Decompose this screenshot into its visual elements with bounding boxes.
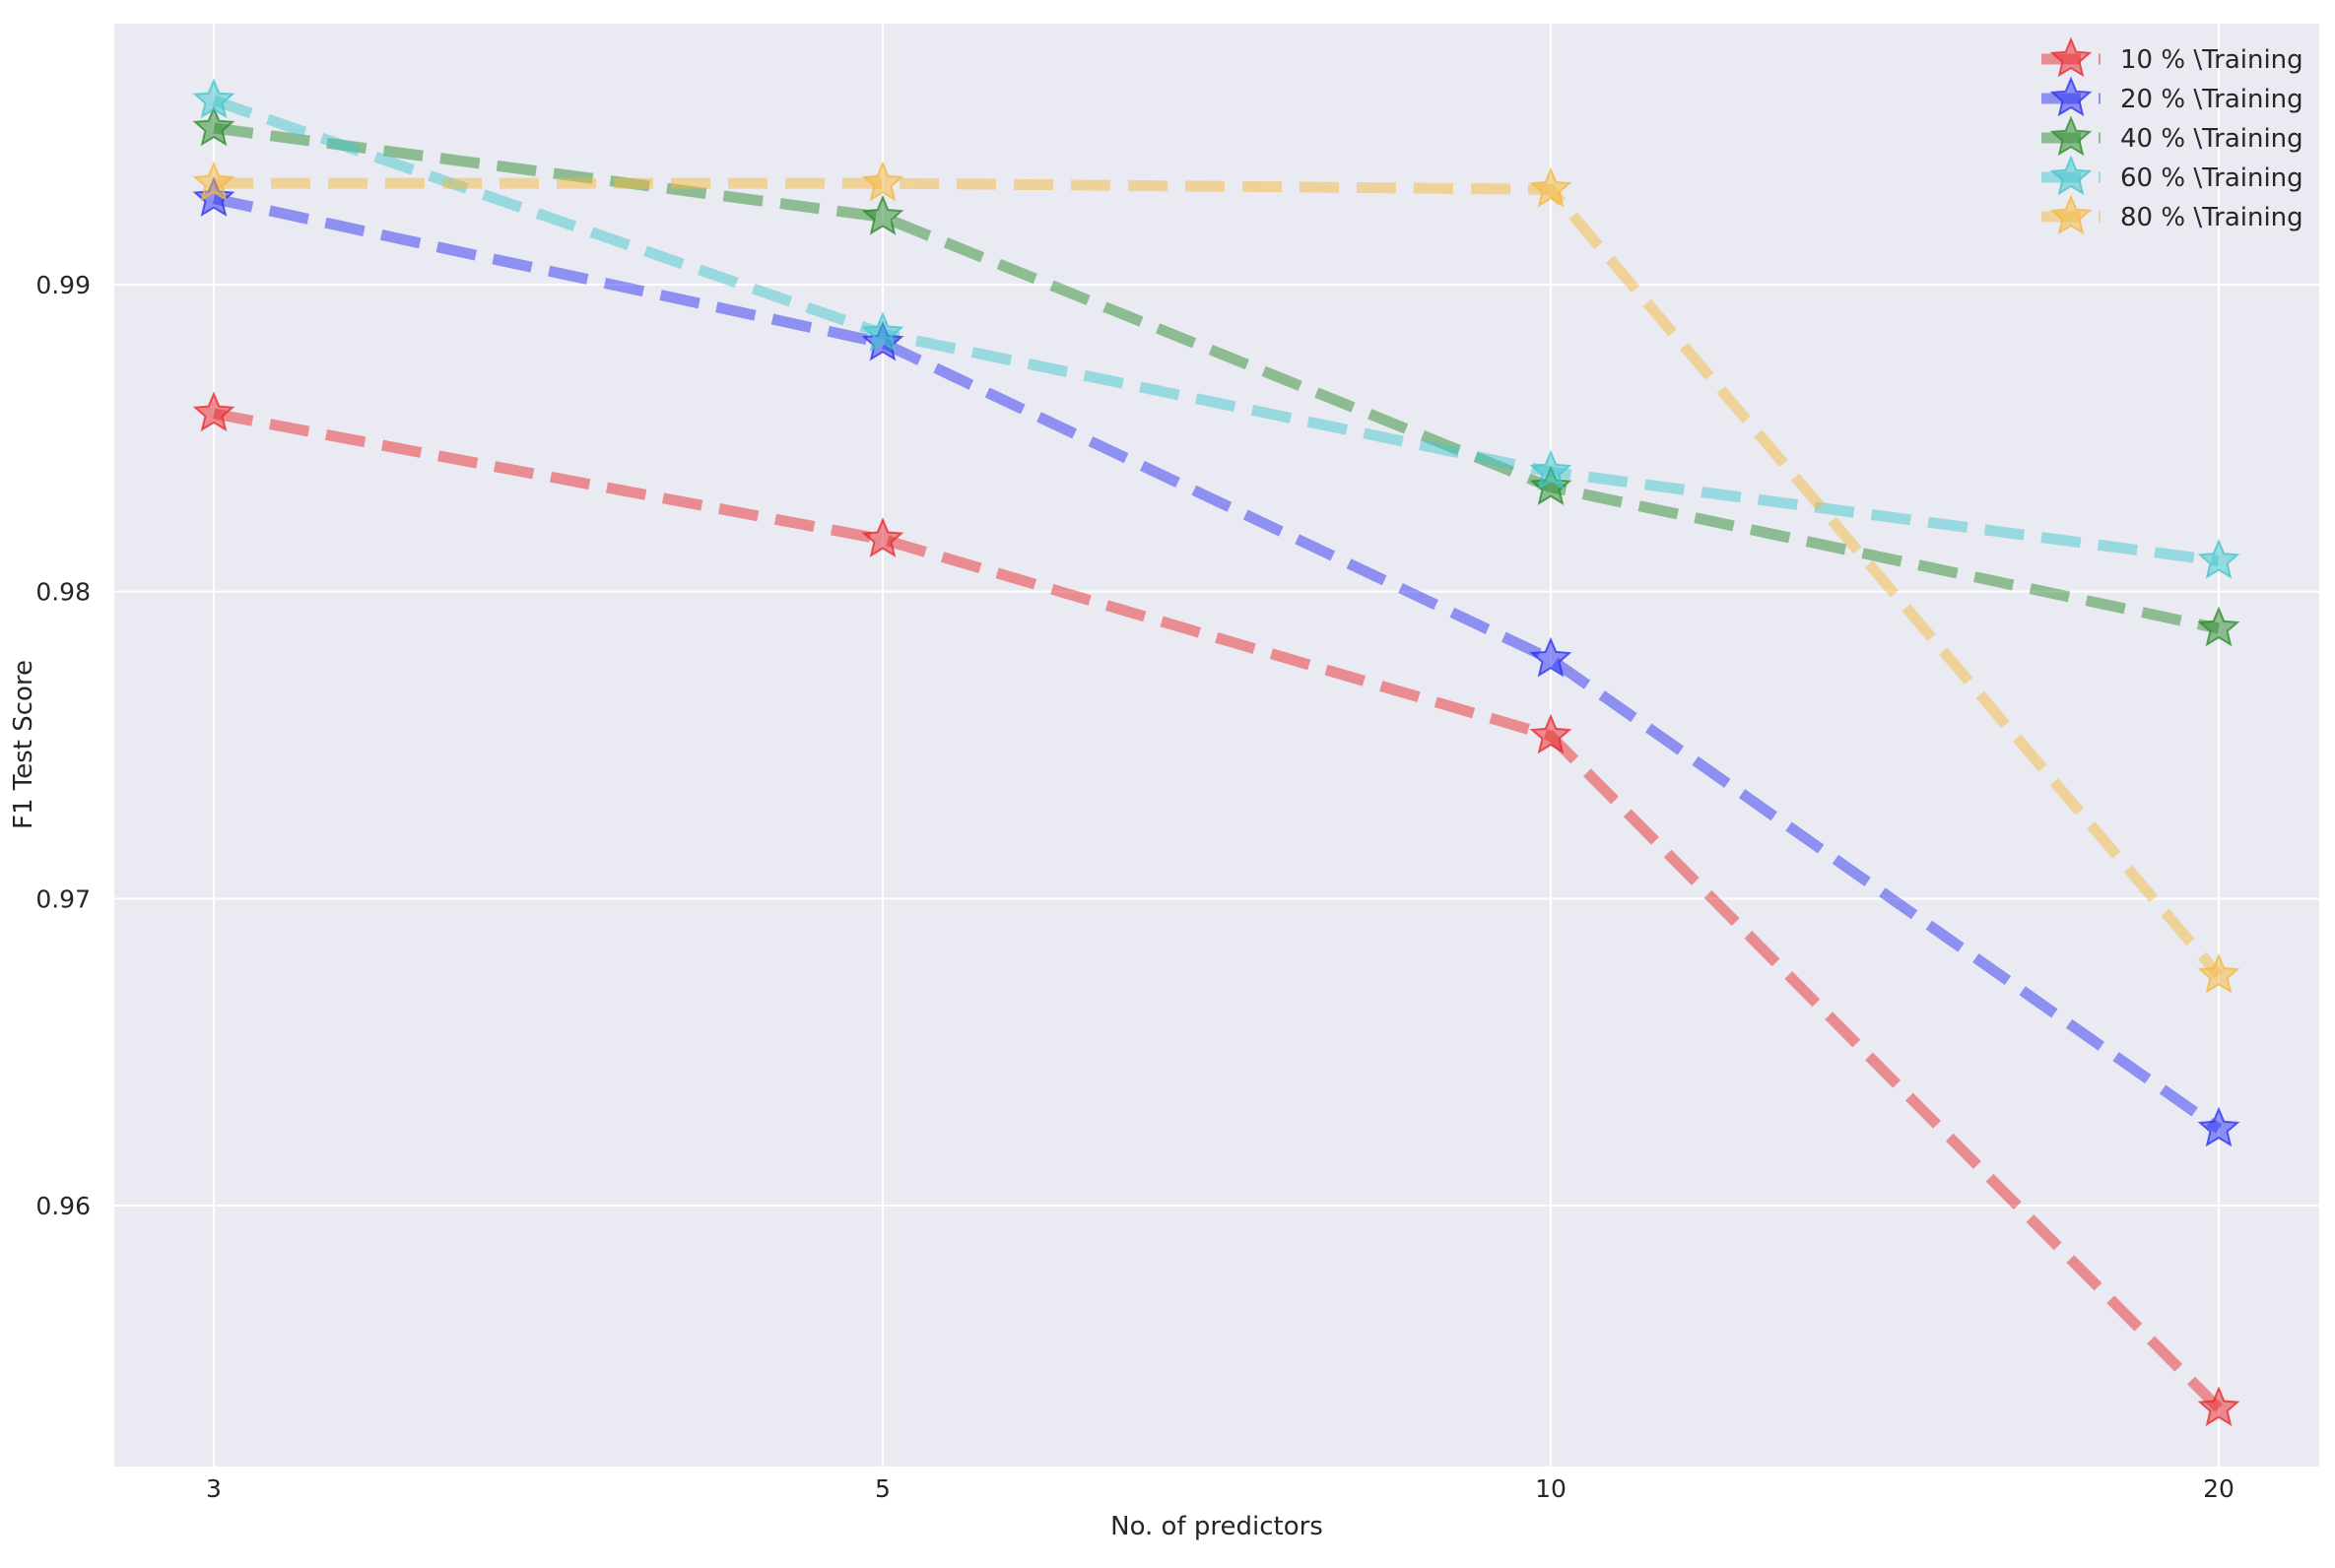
data-point-marker <box>861 311 904 353</box>
legend-marker <box>2049 115 2093 157</box>
data-point-marker <box>1529 449 1572 490</box>
series-markers <box>192 78 2240 1427</box>
y-tick-label: 0.98 <box>35 578 91 607</box>
y-tick-label: 0.96 <box>35 1192 91 1220</box>
data-point-marker <box>1529 166 1572 208</box>
legend-label: 60 % \Training <box>2120 163 2303 193</box>
data-point-marker <box>2197 1106 2240 1147</box>
data-point-marker <box>2197 538 2240 579</box>
series-line <box>212 408 2223 1412</box>
legend-marker <box>2049 36 2093 78</box>
data-point-marker <box>2197 952 2240 994</box>
data-point-marker <box>192 105 235 147</box>
legend-label: 80 % \Training <box>2120 203 2303 232</box>
y-tick-label: 0.99 <box>35 271 91 299</box>
x-tick-label: 10 <box>1535 1474 1567 1503</box>
series-lines <box>212 95 2224 1412</box>
x-tick-label: 20 <box>2203 1474 2235 1503</box>
data-point-marker <box>861 194 904 235</box>
data-point-marker <box>1529 713 1572 754</box>
x-axis-label: No. of predictors <box>1110 1512 1323 1541</box>
grid-lines <box>114 24 2319 1467</box>
data-point-marker <box>861 161 904 202</box>
plot-background <box>114 24 2319 1467</box>
legend-label: 10 % \Training <box>2120 45 2303 75</box>
data-point-marker <box>2197 606 2240 647</box>
data-point-marker <box>861 517 904 557</box>
data-point-marker <box>192 161 235 202</box>
data-point-marker <box>2197 1386 2240 1427</box>
legend-label: 20 % \Training <box>2120 85 2303 114</box>
legend-marker <box>2049 155 2093 196</box>
series-line <box>212 193 2223 1134</box>
data-point-marker <box>192 176 235 218</box>
y-axis-label: F1 Test Score <box>9 660 38 829</box>
y-tick-labels: 0.96 0.97 0.98 0.99 <box>35 271 91 1220</box>
series-line <box>214 177 2224 979</box>
data-point-marker <box>192 391 235 432</box>
x-tick-label: 3 <box>206 1474 222 1503</box>
x-tick-label: 5 <box>875 1474 891 1503</box>
data-point-marker <box>192 78 235 119</box>
legend-marker <box>2049 76 2093 117</box>
legend-label: 40 % \Training <box>2120 124 2303 154</box>
series-line <box>212 95 2220 566</box>
series-line <box>213 122 2221 634</box>
y-tick-label: 0.97 <box>35 884 91 913</box>
legend-marker <box>2049 194 2093 235</box>
data-point-marker <box>1529 636 1572 678</box>
data-point-marker <box>1529 465 1572 506</box>
x-tick-labels: 3 5 10 20 <box>206 1474 2235 1503</box>
legend: 10 % \Training 20 % \Training 40 % \Traini… <box>2041 36 2303 235</box>
